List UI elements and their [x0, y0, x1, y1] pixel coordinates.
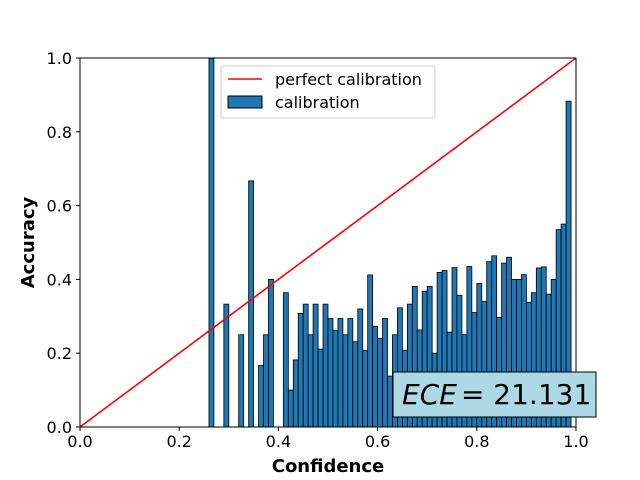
calibration-bar	[297, 312, 304, 428]
calibration-bar	[223, 303, 230, 428]
calibration-bar	[342, 334, 349, 428]
calibration-bar	[327, 318, 334, 428]
legend-box	[220, 65, 436, 119]
y-tick-label: 0.4	[47, 270, 72, 289]
calibration-bar	[377, 338, 383, 428]
x-tick-label: 0.6	[365, 432, 390, 451]
calibration-bar	[337, 318, 344, 428]
calibration-bar	[362, 350, 369, 428]
calibration-bar	[372, 325, 379, 428]
calibration-bar	[312, 303, 319, 428]
calibration-bar	[258, 364, 264, 428]
y-tick-label: 0.2	[47, 344, 72, 363]
x-tick-label: 0.4	[266, 432, 291, 451]
legend-bar-swatch	[227, 95, 263, 109]
calibration-bar	[322, 303, 329, 428]
calibration-bar	[347, 318, 354, 428]
y-axis-label: Accuracy	[18, 196, 39, 288]
calibration-bar	[332, 330, 339, 428]
calibration-bar	[317, 348, 324, 428]
ece-annotation: ECE = 21.131	[392, 371, 597, 418]
legend-label-perfect-calibration: perfect calibration	[275, 70, 422, 89]
legend-label-calibration: calibration	[275, 93, 360, 112]
calibration-bar	[367, 274, 374, 428]
calibration-bar	[263, 334, 269, 428]
perfect-calibration-line	[79, 57, 577, 428]
calibration-bar	[352, 341, 359, 428]
calibration-bar	[302, 303, 309, 428]
calibration-bar	[282, 292, 289, 428]
y-tick-label: 1.0	[47, 49, 72, 68]
x-tick-label: 0.2	[166, 432, 191, 451]
axis-ticks: 0.0 0.2 0.4 0.6 0.8 1.0 0.0 0.2 0.4 0.6 0.8 1.0	[47, 49, 589, 451]
calibration-bar	[382, 318, 388, 428]
legend: perfect calibration calibration	[220, 65, 436, 119]
x-axis-label: Confidence	[272, 456, 385, 477]
calibration-bar	[238, 334, 245, 428]
y-tick-label: 0.0	[47, 418, 72, 437]
ece-number: = 21.131	[461, 378, 591, 411]
ece-value: ECE = 21.131	[402, 378, 591, 411]
calibration-bar	[307, 334, 314, 428]
calibration-bar	[357, 308, 364, 428]
x-tick-label: 0.0	[67, 432, 92, 451]
calibration-bar	[287, 389, 294, 428]
x-tick-label: 1.0	[563, 432, 588, 451]
calibration-bar	[208, 57, 215, 428]
y-tick-label: 0.6	[47, 197, 72, 216]
calibration-bar	[268, 278, 274, 428]
ece-label: ECE	[402, 378, 457, 411]
calibration-bar	[292, 359, 299, 428]
calibration-bar	[387, 375, 393, 428]
y-tick-label: 0.8	[47, 123, 72, 142]
ece-box	[392, 371, 597, 418]
x-tick-label: 0.8	[464, 432, 489, 451]
plot-frame	[79, 57, 577, 428]
calibration-bar	[248, 180, 254, 428]
